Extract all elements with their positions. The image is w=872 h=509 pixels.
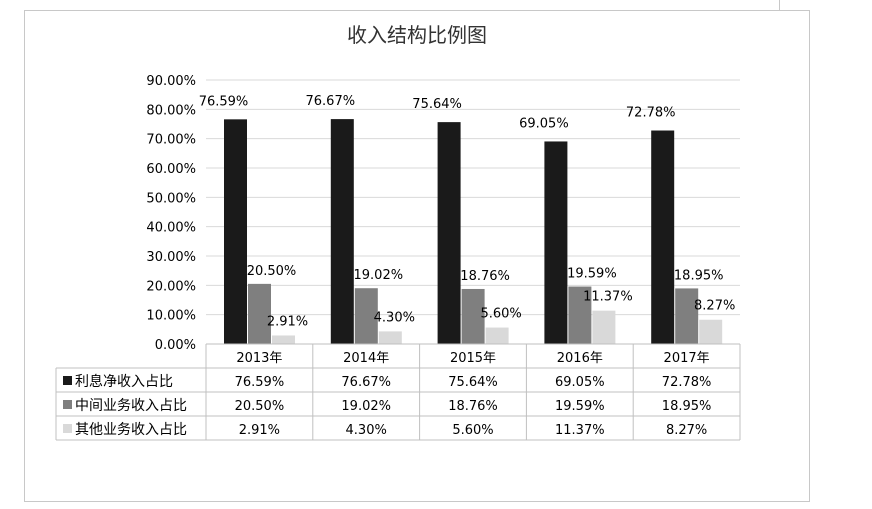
data-label: 76.67% <box>306 94 356 109</box>
x-tick-label: 2014年 <box>343 351 389 366</box>
y-tick-label: 30.00% <box>146 250 196 265</box>
bar <box>378 331 402 344</box>
y-tick-label: 50.00% <box>146 191 196 206</box>
table-cell: 19.02% <box>341 399 391 414</box>
bar <box>592 310 616 344</box>
legend-entry: 利息净收入占比 <box>75 373 173 390</box>
table-cell: 19.59% <box>555 399 605 414</box>
legend-swatch <box>63 424 72 433</box>
table-cell: 2.91% <box>239 423 280 438</box>
data-label: 11.37% <box>583 290 633 305</box>
y-tick-label: 40.00% <box>146 221 196 236</box>
data-label: 19.02% <box>354 268 404 283</box>
bar <box>651 130 675 344</box>
gridlines <box>206 79 740 316</box>
bar <box>330 119 354 344</box>
x-tick-label: 2016年 <box>557 351 603 366</box>
table-cell: 11.37% <box>555 423 605 438</box>
bar <box>248 283 271 344</box>
data-label: 5.60% <box>480 307 521 322</box>
data-label: 20.50% <box>247 264 297 279</box>
data-label: 75.64% <box>412 97 462 112</box>
bar <box>675 288 699 344</box>
table-cell: 5.60% <box>452 423 493 438</box>
table-cell: 8.27% <box>666 423 707 438</box>
bar <box>699 319 723 344</box>
chart-title: 收入结构比例图 <box>347 23 487 47</box>
table-cell: 72.78% <box>662 375 712 390</box>
y-tick-label: 80.00% <box>146 103 196 118</box>
legend-swatch <box>63 400 72 409</box>
y-axis-ticks: 0.00% 10.00% 20.00% 30.00% 40.00% 50.00% 60.00… <box>146 74 196 353</box>
y-tick-label: 20.00% <box>146 279 196 294</box>
bar <box>354 288 378 344</box>
legend-swatch <box>63 376 72 385</box>
x-tick-label: 2013年 <box>236 351 282 366</box>
x-tick-label: 2017年 <box>664 351 710 366</box>
y-tick-label: 0.00% <box>155 338 196 353</box>
data-label: 76.59% <box>199 94 249 109</box>
data-labels: 76.59% 76.67% 75.64% 69.05% 72.78% 20.50% 19.0… <box>199 94 736 329</box>
table-cell: 76.59% <box>235 375 285 390</box>
bars <box>224 119 723 344</box>
table-cell: 69.05% <box>555 375 605 390</box>
y-tick-label: 10.00% <box>146 309 196 324</box>
bar <box>485 327 509 344</box>
y-tick-label: 60.00% <box>146 162 196 177</box>
bar <box>461 288 485 344</box>
y-tick-label: 70.00% <box>146 133 196 148</box>
table-cell: 18.95% <box>662 399 712 414</box>
data-label: 18.95% <box>674 268 724 283</box>
table-cell: 76.67% <box>341 375 391 390</box>
table-cell: 4.30% <box>346 423 387 438</box>
data-label: 72.78% <box>626 106 676 121</box>
bar <box>544 141 568 344</box>
table-cell: 18.76% <box>448 399 498 414</box>
table-cell: 20.50% <box>235 399 285 414</box>
y-tick-label: 90.00% <box>146 74 196 89</box>
bar <box>224 119 247 344</box>
legend-entry: 中间业务收入占比 <box>75 398 187 414</box>
data-label: 8.27% <box>694 299 735 314</box>
data-label: 69.05% <box>519 116 569 131</box>
data-label: 18.76% <box>460 269 510 284</box>
data-label: 4.30% <box>374 310 415 325</box>
chart-frame <box>24 10 810 502</box>
bar <box>568 286 592 344</box>
data-label: 19.59% <box>567 267 617 282</box>
bar <box>437 122 461 344</box>
data-label: 2.91% <box>267 314 308 329</box>
x-tick-label: 2015年 <box>450 351 496 366</box>
legend-entry: 其他业务收入占比 <box>75 422 187 438</box>
bar <box>272 335 295 344</box>
table-cell: 75.64% <box>448 375 498 390</box>
